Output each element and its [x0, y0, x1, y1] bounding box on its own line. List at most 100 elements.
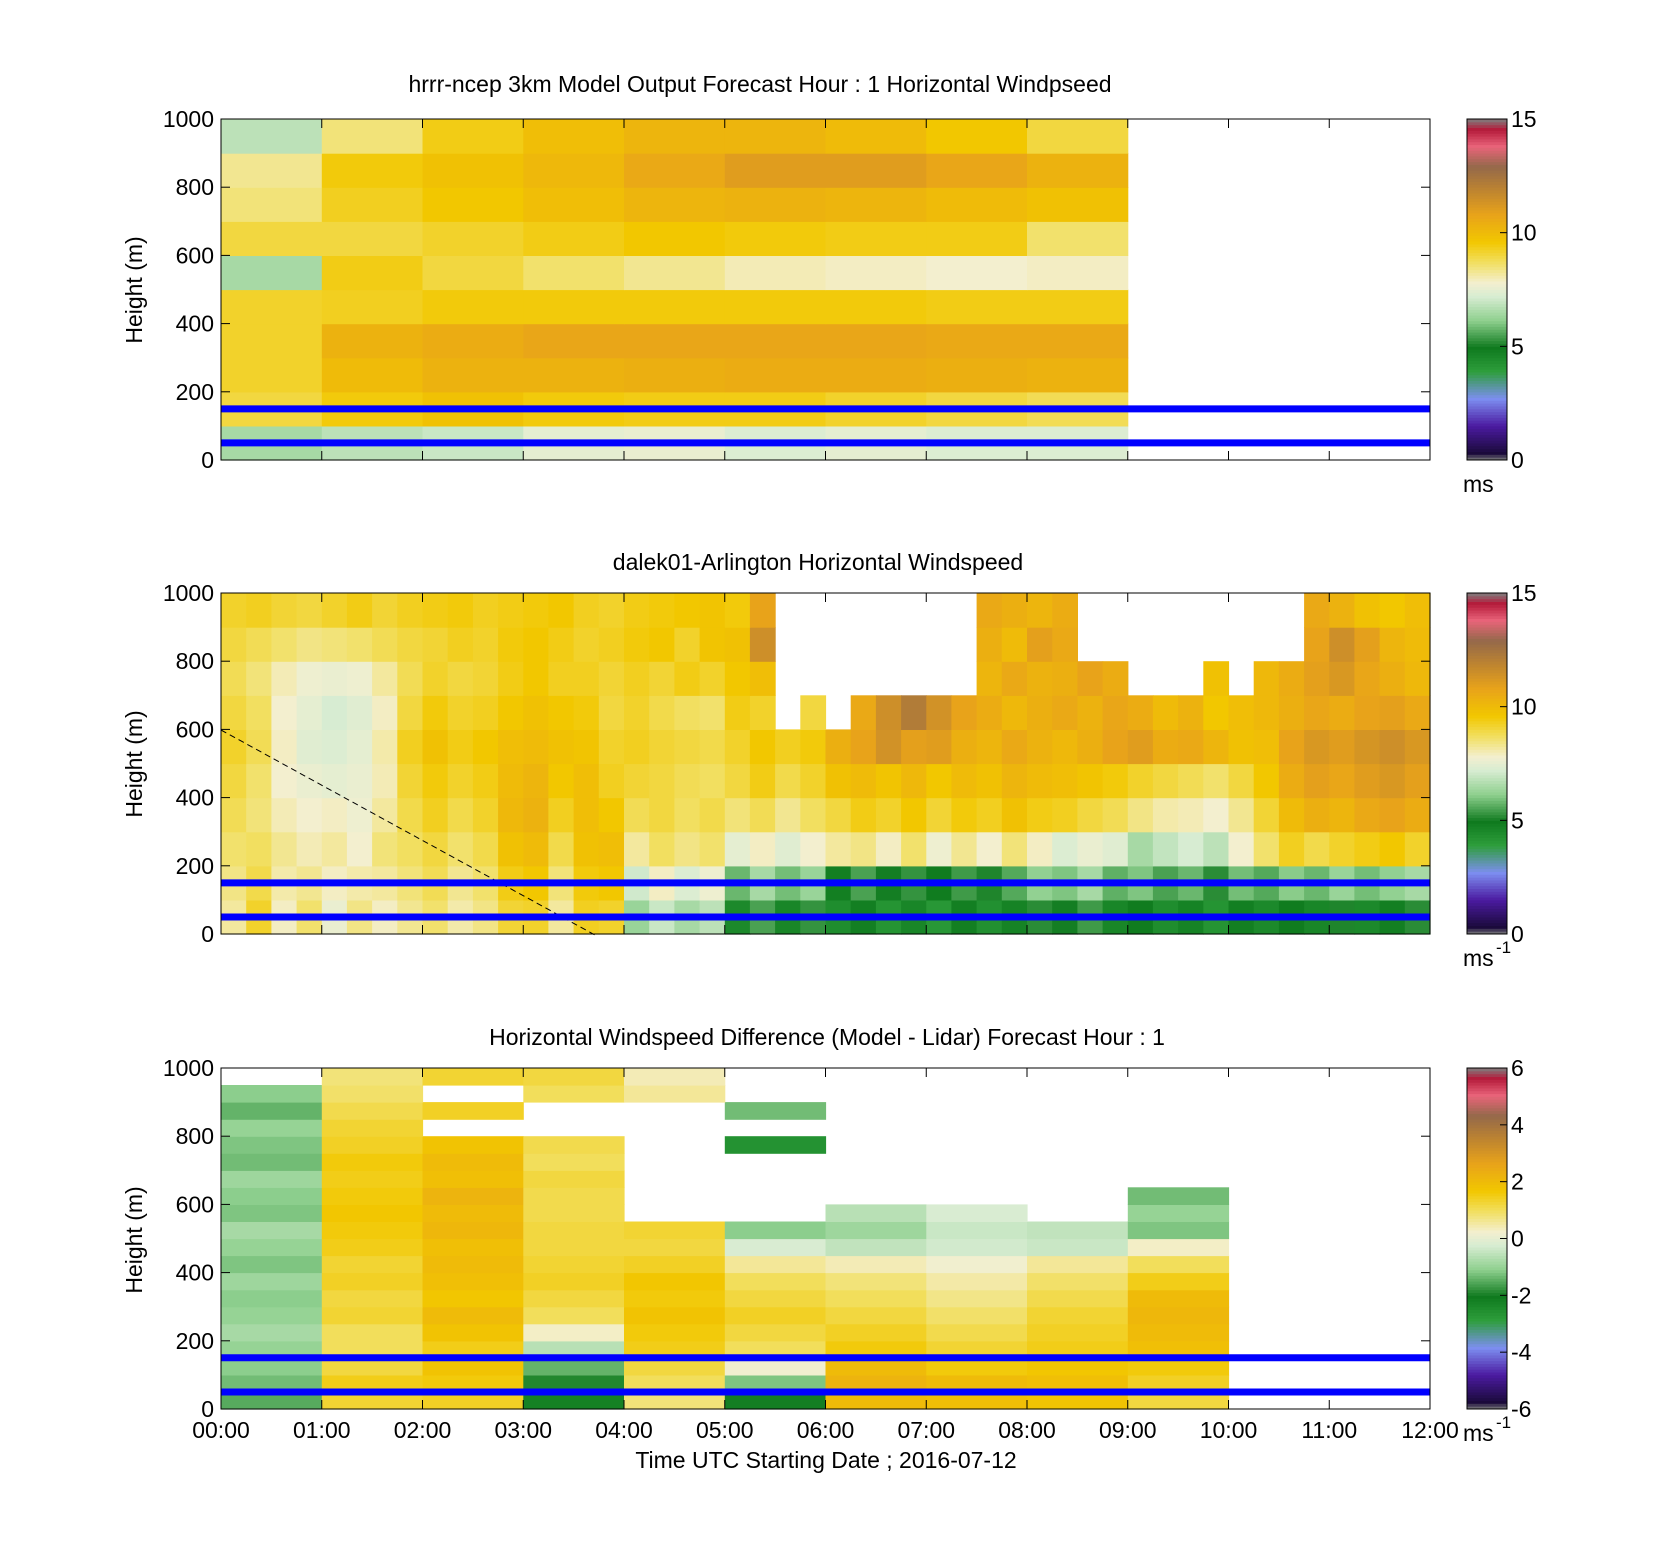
heatmap-cell [749, 661, 776, 696]
colorbar-segment [1467, 1343, 1507, 1347]
heatmap-cell [1329, 831, 1356, 867]
colorbar-segment [1467, 644, 1507, 648]
heatmap-cell [926, 1221, 1028, 1240]
colorbar-segment [1467, 130, 1507, 134]
colorbar-segment [1467, 888, 1507, 892]
heatmap-cell [498, 831, 524, 867]
colorbar-segment [1467, 1096, 1507, 1100]
colorbar-segment [1467, 1218, 1507, 1222]
colorbar-segment [1467, 709, 1507, 713]
heatmap-cell [1228, 729, 1255, 765]
y-tick-label: 400 [176, 785, 214, 811]
heatmap-cell [523, 1272, 625, 1291]
heatmap-cell [422, 1187, 524, 1205]
colorbar-segment [1467, 1346, 1507, 1350]
colorbar-segment [1467, 871, 1507, 875]
heatmap-cell [699, 797, 726, 833]
heatmap-cell [523, 1068, 625, 1086]
heatmap-cell [1027, 763, 1053, 799]
heatmap-cell [246, 695, 272, 730]
colorbar-segment [1467, 743, 1507, 747]
panel-1-overlay [221, 405, 1430, 447]
colorbar-segment [1467, 332, 1507, 336]
heatmap-cell [926, 763, 953, 799]
colorbar-segment [1467, 343, 1507, 347]
heatmap-cell [1027, 1340, 1129, 1359]
heatmap-cell [624, 357, 726, 393]
heatmap-cell [926, 1204, 1028, 1222]
y-tick-label: 800 [176, 1123, 214, 1149]
heatmap-cell [548, 729, 575, 765]
heatmap-cell [1404, 695, 1431, 730]
heatmap-cell [825, 221, 927, 256]
heatmap-cell [548, 661, 575, 696]
colorbar-segment [1467, 632, 1507, 637]
heatmap-cell [775, 763, 801, 799]
heatmap-cell [1001, 763, 1028, 799]
heatmap-cell [926, 289, 1028, 325]
heatmap-cell [523, 1357, 625, 1376]
x-tick-label: 03:00 [494, 1417, 552, 1443]
colorbar-tick-label: 10 [1511, 220, 1537, 246]
heatmap-cell [624, 289, 726, 325]
panel-1-yticks: 0 200 400 600 800 1000 [163, 106, 1430, 473]
heatmap-cell [926, 695, 953, 730]
heatmap-cell [1102, 831, 1129, 867]
colorbar-segment [1467, 1244, 1507, 1248]
heatmap-cell [271, 729, 298, 765]
colorbar-segment [1467, 445, 1507, 450]
colorbar-segment [1467, 683, 1507, 688]
heatmap-cell [1253, 729, 1280, 765]
heatmap-cell [1001, 729, 1028, 765]
heatmap-cell [321, 1136, 424, 1154]
heatmap-cell [649, 593, 675, 628]
heatmap-cell [472, 831, 499, 867]
colorbar-segment [1467, 195, 1507, 200]
heatmap-cell [447, 797, 474, 833]
colorbar-segment [1467, 218, 1507, 222]
heatmap-cell [422, 1238, 524, 1257]
heatmap-cell [1127, 1357, 1230, 1376]
heatmap-cell [221, 153, 323, 188]
heatmap-cell [573, 797, 600, 833]
panel-3-colorbar: -6 -4 -2 0 2 4 6 ms -1 [1463, 1055, 1532, 1446]
heatmap-cell [321, 1392, 424, 1410]
colorbar-segment [1467, 754, 1507, 759]
heatmap-cell [1379, 831, 1406, 867]
heatmap-cell [674, 661, 701, 696]
colorbar-segment [1467, 1235, 1507, 1239]
heatmap-cell [1253, 797, 1280, 833]
heatmap-cell [825, 831, 852, 867]
colorbar-segment [1467, 862, 1507, 867]
heatmap-cell [321, 1323, 424, 1342]
heatmap-cell [901, 831, 927, 867]
colorbar-segment [1467, 834, 1507, 838]
heatmap-cell [523, 221, 625, 256]
heatmap-cell [472, 627, 499, 662]
colorbar-tick-label: 4 [1511, 1112, 1524, 1138]
panel-1-ylabel: Height (m) [121, 236, 147, 343]
colorbar-segment [1467, 266, 1507, 271]
heatmap-cell [674, 695, 701, 730]
heatmap-cell [976, 831, 1003, 867]
colorbar-segment [1467, 286, 1507, 290]
colorbar-segment [1467, 369, 1507, 373]
heatmap-cell [1127, 1323, 1230, 1342]
heatmap-cell [523, 1187, 625, 1205]
colorbar-tick-label: 2 [1511, 1169, 1524, 1195]
heatmap-cell [624, 1392, 726, 1410]
heatmap-cell [271, 797, 298, 833]
colorbar-segment [1467, 1309, 1507, 1313]
colorbar-segment [1467, 229, 1507, 234]
colorbar-segment [1467, 1357, 1507, 1362]
heatmap-cell [674, 763, 701, 799]
y-tick-label: 200 [176, 379, 214, 405]
colorbar-segment [1467, 141, 1507, 146]
panel-2-title: dalek01-Arlington Horizontal Windspeed [613, 549, 1023, 575]
colorbar-segment [1467, 175, 1507, 180]
colorbar-segment [1467, 397, 1507, 401]
y-tick-label: 600 [176, 1191, 214, 1217]
x-tick-label: 08:00 [998, 1417, 1056, 1443]
colorbar-segment [1467, 860, 1507, 864]
heatmap-cell [1304, 831, 1330, 867]
